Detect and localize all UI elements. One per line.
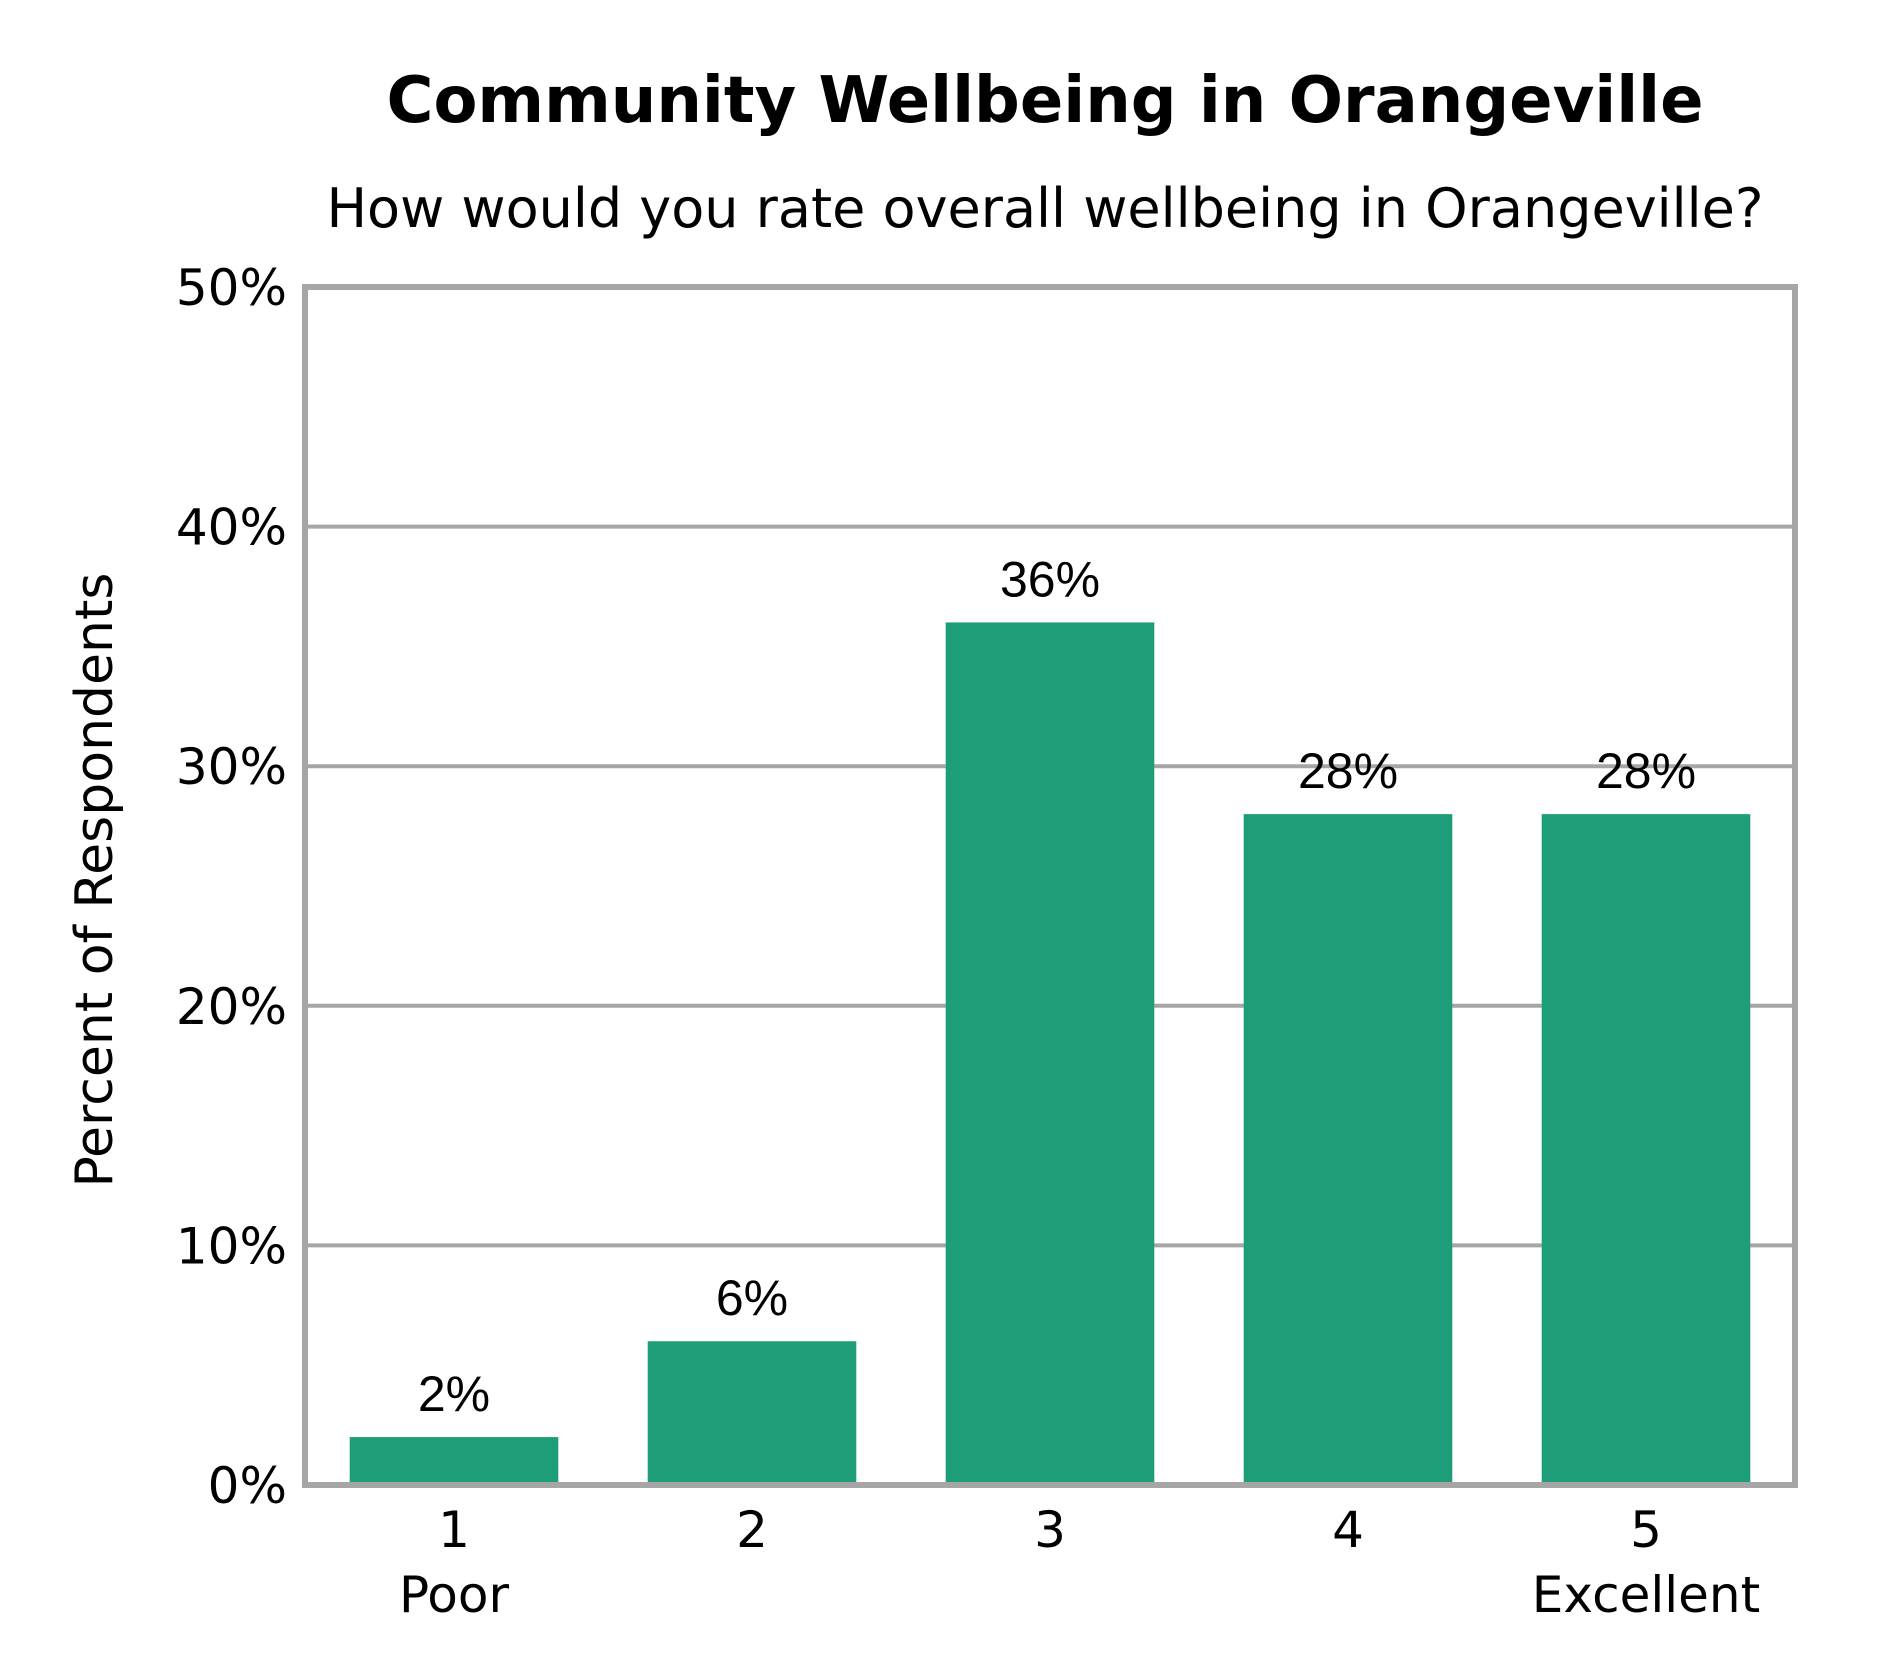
y-tick-label: 30%: [176, 738, 287, 796]
x-tick-sublabel: Poor: [399, 1566, 510, 1624]
bar-3: [945, 622, 1155, 1485]
chart-title: Community Wellbeing in Orangeville: [386, 64, 1703, 138]
y-tick-label: 50%: [176, 259, 287, 317]
data-label: 28%: [1298, 743, 1398, 799]
data-label: 6%: [716, 1270, 788, 1326]
x-tick-label: 4: [1332, 1501, 1364, 1559]
data-label: 2%: [418, 1366, 490, 1422]
y-axis-label: Percent of Respondents: [65, 573, 125, 1188]
bar-4: [1243, 814, 1453, 1485]
y-tick-label: 20%: [176, 978, 287, 1036]
bar-2: [647, 1341, 857, 1485]
bar-5: [1541, 814, 1751, 1485]
x-tick-sublabel: Excellent: [1532, 1566, 1760, 1624]
x-tick-labels: 1 Poor 2 3 4 5 Excellent: [399, 1501, 1760, 1624]
y-tick-labels: 0% 10% 20% 30% 40% 50%: [176, 259, 287, 1515]
bar-1: [349, 1437, 559, 1485]
y-tick-label: 40%: [176, 499, 287, 557]
x-tick-label: 1: [438, 1501, 470, 1559]
chart-subtitle: How would you rate overall wellbeing in …: [326, 177, 1763, 240]
y-tick-label: 10%: [176, 1217, 287, 1275]
data-label: 36%: [1000, 551, 1100, 607]
data-label: 28%: [1596, 743, 1696, 799]
bars: [349, 622, 1751, 1485]
data-labels: 2% 6% 36% 28% 28%: [418, 551, 1696, 1422]
x-tick-label: 2: [736, 1501, 768, 1559]
y-tick-label: 0%: [208, 1457, 287, 1515]
x-tick-label: 3: [1034, 1501, 1066, 1559]
x-tick-label: 5: [1630, 1501, 1662, 1559]
plot-frame: [302, 284, 1798, 1488]
